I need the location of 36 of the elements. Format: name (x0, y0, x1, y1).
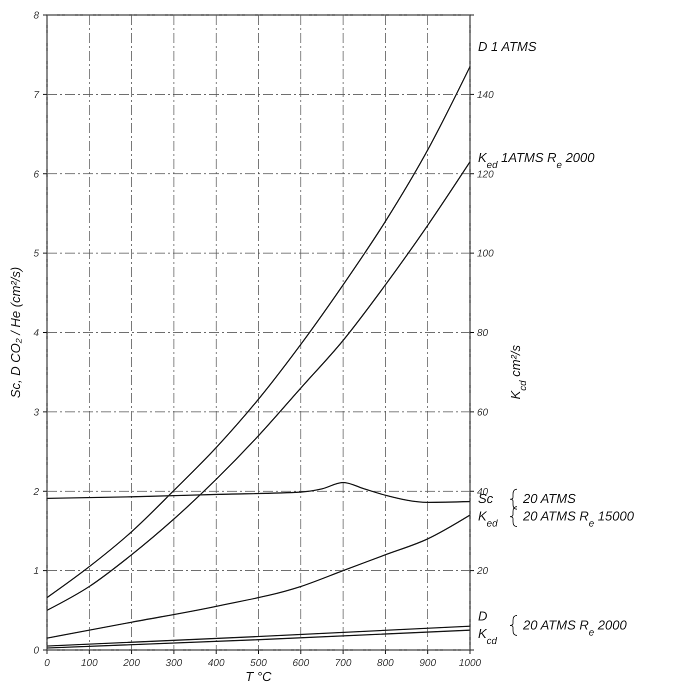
text: K$_{ed}$ (478, 508, 498, 530)
y-axis-title: Sc, D CO₂ / He (cm²/s) (8, 266, 23, 398)
text: 20 ATMS (522, 491, 576, 506)
x-tick-label: 100 (80, 658, 98, 669)
y-tick-label: 4 (33, 328, 40, 339)
y2-tick-label: 60 (477, 407, 489, 418)
x-tick-label: 900 (419, 658, 436, 669)
y-tick-label: 1 (33, 566, 39, 578)
y-tick-label: 5 (33, 248, 40, 260)
y-tick-label: 8 (33, 10, 40, 22)
text: D (478, 608, 488, 624)
text: D 1 ATMS (478, 38, 537, 54)
y-tick-label: 0 (33, 646, 40, 656)
y-tick-label: 3 (33, 407, 40, 418)
text: 20 ATMS R$_{e}$ 15000 (522, 508, 635, 530)
x-tick-label: 600 (292, 658, 310, 669)
y2-tick-label: 140 (477, 90, 494, 101)
y2-tick-label: 120 (477, 169, 494, 180)
y2-tick-label: 20 (476, 566, 489, 578)
x-tick-label: 0 (44, 658, 50, 669)
text: K$_{cd}$ (478, 626, 498, 647)
y2-tick-label: 80 (477, 328, 489, 339)
x-tick-label: 300 (166, 658, 183, 669)
x-tick-label: 700 (334, 658, 352, 669)
x-tick-label: 400 (208, 658, 225, 669)
y2-tick-label: 100 (477, 248, 494, 260)
x-tick-label: 800 (377, 658, 394, 669)
x-tick-label: 500 (250, 658, 268, 669)
text: K$_{ed}$ 1ATMS R$_{e}$ 2000 (478, 150, 596, 170)
x-axis-title: T °C (245, 669, 272, 684)
x-tick-label: 200 (122, 658, 140, 669)
text: 20 ATMS R$_{e}$ 2000 (522, 617, 628, 638)
y-tick-label: 6 (33, 169, 40, 180)
y-tick-label: 2 (32, 486, 40, 498)
y-tick-label: 7 (33, 90, 40, 101)
x-tick-label: 1000 (458, 658, 482, 669)
